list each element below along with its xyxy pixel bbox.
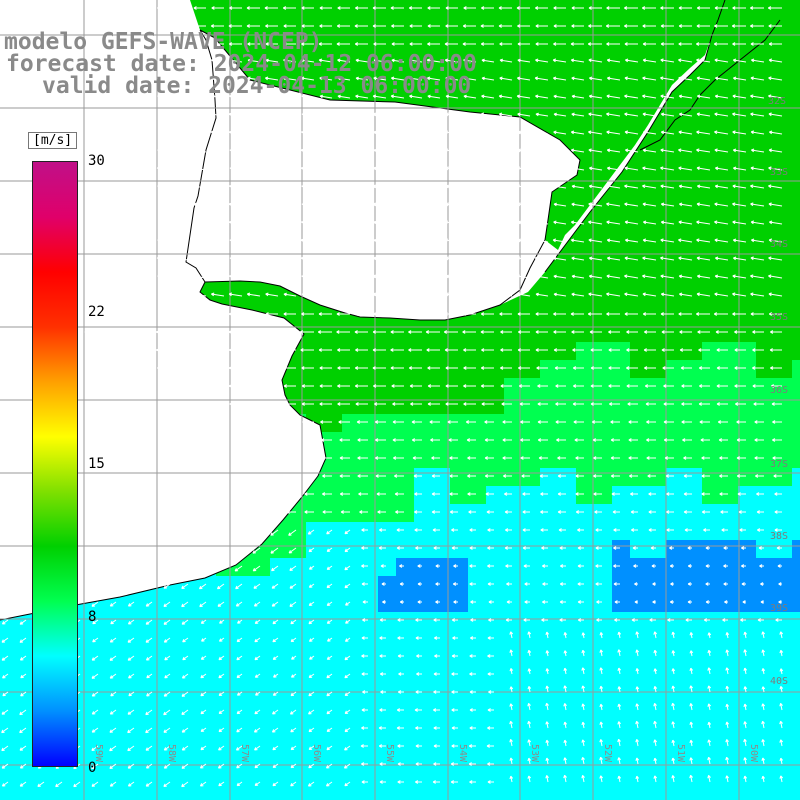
forecast-date: forecast date: 2024-04-12 06:00:00 — [6, 51, 477, 77]
land-mass — [0, 0, 712, 620]
lon-label-51w: 51W — [675, 744, 686, 763]
colorbar-tick-0: 0 — [88, 760, 97, 776]
lat-label-36s: 36S — [770, 385, 789, 396]
colorbar-tick-8: 8 — [88, 609, 97, 625]
valid-date: valid date: 2024-04-13 06:00:00 — [42, 73, 472, 99]
lat-label-38s: 38S — [770, 531, 789, 542]
lat-label-35s: 35S — [770, 312, 789, 323]
lat-label-34s: 34S — [770, 239, 789, 250]
lon-label-57w: 57W — [239, 744, 250, 763]
lon-label-55w: 55W — [384, 744, 395, 763]
lat-label-33s: 33S — [770, 167, 789, 178]
colorbar-unit: [m/s] — [28, 132, 78, 149]
lon-label-50w: 50W — [748, 744, 759, 763]
lon-label-59w: 59W — [93, 744, 104, 763]
colorbar-tick-22: 22 — [88, 304, 105, 320]
lat-label-39s: 39S — [770, 603, 789, 614]
coastline — [0, 0, 781, 621]
colorbar-tick-15: 15 — [88, 456, 105, 472]
lon-label-53w: 53W — [529, 744, 540, 763]
lat-label-32s: 32S — [768, 96, 787, 107]
colorbar-tick-30: 30 — [88, 153, 105, 169]
lon-label-58w: 58W — [166, 744, 177, 763]
lon-label-54w: 54W — [457, 744, 468, 763]
colorbar — [32, 161, 78, 767]
wind-vectors — [0, 6, 784, 788]
lat-label-40s: 40S — [770, 676, 789, 687]
lon-label-52w: 52W — [602, 744, 613, 763]
lon-label-56w: 56W — [311, 744, 322, 763]
lat-label-37s: 37S — [770, 459, 789, 470]
model-title: modelo GEFS-WAVE (NCEP) — [4, 29, 323, 55]
